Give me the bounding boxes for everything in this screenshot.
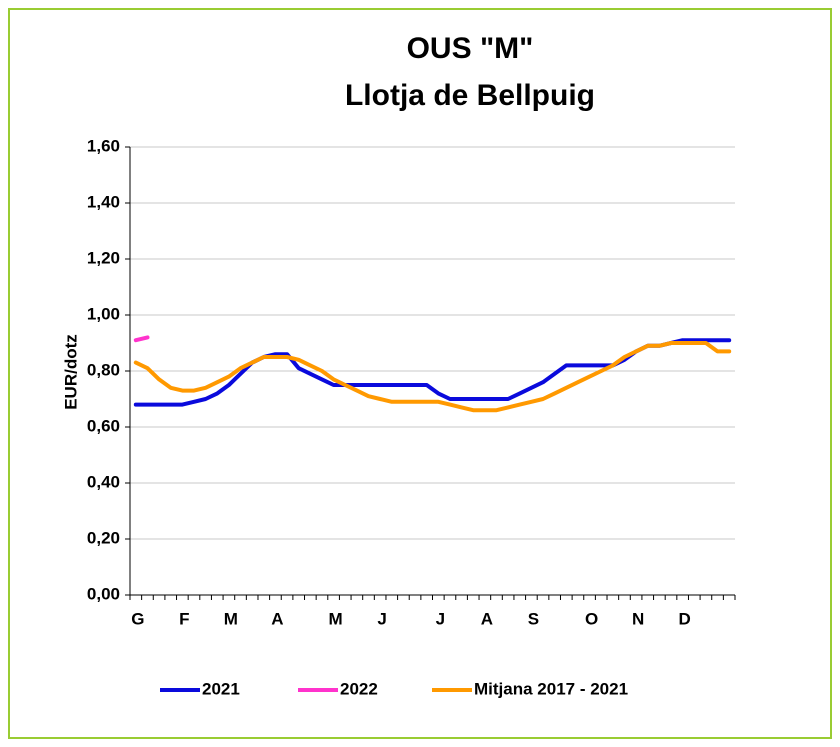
- y-axis-label: EUR/dotz: [61, 334, 80, 410]
- x-tick-label: D: [679, 609, 691, 628]
- y-tick-label: 1,20: [87, 248, 120, 267]
- chart-subtitle: Llotja de Bellpuig: [345, 79, 595, 112]
- series-line: [133, 341, 732, 413]
- y-tick-label: 1,00: [87, 304, 120, 323]
- x-tick-label: F: [179, 609, 189, 628]
- legend-label: 2021: [202, 679, 240, 698]
- y-tick-label: 0,40: [87, 472, 120, 491]
- x-tick-label: O: [585, 609, 598, 628]
- x-tick-label: A: [481, 609, 493, 628]
- legend-label: 2022: [340, 679, 378, 698]
- x-tick-label: M: [329, 609, 343, 628]
- y-tick-label: 1,60: [87, 136, 120, 155]
- y-tick-label: 0,80: [87, 360, 120, 379]
- chart-border: [8, 8, 832, 739]
- x-tick-label: M: [224, 609, 238, 628]
- y-tick-label: 0,00: [87, 584, 120, 603]
- y-tick-label: 0,20: [87, 528, 120, 547]
- y-tick-label: 1,40: [87, 192, 120, 211]
- legend-label: Mitjana 2017 - 2021: [474, 679, 628, 698]
- series-line: [133, 335, 150, 343]
- x-tick-label: S: [528, 609, 539, 628]
- chart-title: OUS "M": [407, 32, 534, 65]
- x-tick-label: N: [632, 609, 644, 628]
- x-tick-label: J: [377, 609, 386, 628]
- x-tick-label: J: [436, 609, 445, 628]
- y-tick-label: 0,60: [87, 416, 120, 435]
- x-tick-label: G: [131, 609, 144, 628]
- x-tick-label: A: [271, 609, 283, 628]
